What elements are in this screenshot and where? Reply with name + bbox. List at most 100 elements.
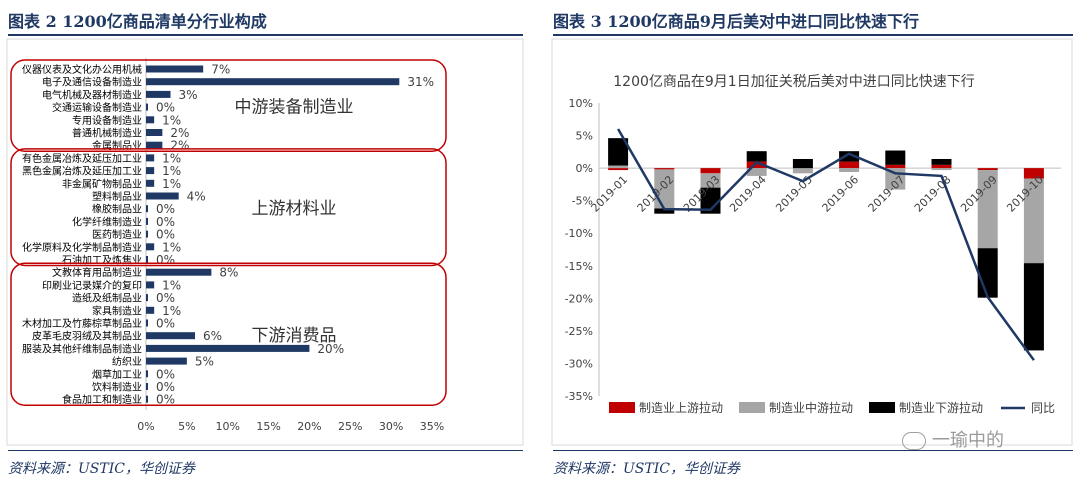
legend-label: 制造业中游拉动 [769,400,853,415]
stacked-bar-segment [700,168,721,174]
y-tick-label: -25% [565,325,593,338]
figure-3-bottom-rule [553,450,1073,451]
bar [146,281,155,289]
data-label: 0% [156,291,175,305]
category-label: 医药制造业 [92,228,142,241]
stacked-bar-segment [608,165,629,169]
bar [146,205,148,213]
legend-label: 制造业上游拉动 [639,400,723,415]
stacked-bar-segment [654,208,675,214]
stacked-bar-segment [931,168,952,171]
industry-composition-chart: 0% 5% 10% 15% 20% 25% 30% 35%仪器仪表及文化办公用机械 7%电子及通… [6,38,524,446]
group-label: 中游装备制造业 [235,98,354,118]
import-yoy-chart: 1200亿商品在9月1日加征关税后美对中进口同比快速下行 -35% -30% -25%… [551,38,1073,446]
category-label: 化学纤维制造业 [72,215,142,228]
bar [146,179,155,187]
x-tick-label: 10% [215,420,239,433]
y-tick-label: -5% [572,195,593,208]
category-label: 电气机械及器材制造业 [42,88,142,101]
stacked-bar-segment [700,187,721,214]
data-label: 7% [211,63,230,77]
stacked-bar-segment [746,168,767,176]
category-label: 有色金属冶炼及延压加工业 [22,152,142,165]
x-tick-label: 20% [297,420,321,433]
stacked-bar-segment [839,168,860,173]
data-label: 1% [162,177,181,191]
category-label: 石油加工及炼焦业 [62,254,142,267]
y-tick-label: 0% [576,162,593,175]
data-label: 0% [156,317,175,331]
wechat-icon [902,432,926,450]
bar [146,230,148,238]
category-label: 饮料制造业 [92,381,142,394]
chart-title: 1200亿商品在9月1日加征关税后美对中进口同比快速下行 [613,74,974,90]
x-tick-label: 2019-06 [820,173,862,215]
bar [146,141,163,149]
data-label: 1% [162,151,181,165]
x-tick-label: 35% [420,420,444,433]
group-label: 下游消费品 [252,326,337,346]
category-label: 木材加工及竹藤棕草制品业 [22,317,142,330]
y-tick-label: -35% [565,390,593,403]
bar [146,167,155,175]
bar [146,103,148,111]
x-tick-label: 0% [137,420,154,433]
data-label: 31% [407,75,434,89]
group-box [10,148,447,267]
stacked-bar-segment [885,164,906,169]
data-label: 0% [156,367,175,381]
data-label: 6% [203,329,222,343]
data-label: 0% [156,393,175,407]
category-label: 非金属矿物制品业 [62,177,142,190]
y-tick-label: -15% [565,260,593,273]
category-label: 文教体育用品制造业 [52,266,142,279]
data-label: 0% [156,215,175,229]
bar [146,332,196,340]
stacked-bar-segment [1023,168,1044,179]
stacked-bar-segment [608,168,629,171]
stacked-bar-segment [977,170,998,249]
y-tick-label: -20% [565,292,593,305]
stacked-bar-segment [977,248,998,298]
stacked-bar-segment [792,168,813,174]
y-tick-label: -10% [565,227,593,240]
category-label: 服装及其他纤维制品制造业 [22,342,142,355]
bar [146,65,204,73]
legend-swatch [739,402,765,413]
stacked-bar-segment [839,151,860,162]
data-label: 0% [156,202,175,216]
legend-label: 同比 [1031,401,1055,415]
stacked-bar-segment [746,151,767,162]
data-label: 0% [156,228,175,242]
x-tick-label: 15% [256,420,280,433]
legend-label: 制造业下游拉动 [899,400,983,415]
category-label: 普通机械制造业 [72,127,142,140]
data-label: 1% [162,304,181,318]
y-tick-label: 10% [569,97,593,110]
group-box [10,262,447,406]
x-tick-label: 2019-05 [773,173,815,215]
x-tick-label: 2019-04 [727,173,769,215]
category-label: 印刷业记录媒介的复印 [42,279,142,292]
data-label: 1% [162,113,181,127]
stacked-bar-segment [792,158,813,169]
figure-2-title-rule [8,34,523,36]
bar [146,370,148,378]
x-tick-label: 5% [178,420,195,433]
bar [146,192,179,200]
data-label: 8% [219,266,238,280]
data-label: 4% [187,190,206,204]
stacked-bar-segment [746,161,767,169]
bar [146,268,212,276]
group-box [10,59,447,152]
bar [146,129,163,136]
legend-swatch [609,402,635,413]
bar [146,154,155,162]
bar [146,344,310,352]
category-label: 塑料制品业 [92,190,142,203]
bar [146,395,148,403]
figure-2-title: 图表 2 1200亿商品清单分行业构成 [8,12,267,31]
data-label: 2% [170,126,189,140]
data-label: 1% [162,240,181,254]
y-tick-label: -30% [565,357,593,370]
